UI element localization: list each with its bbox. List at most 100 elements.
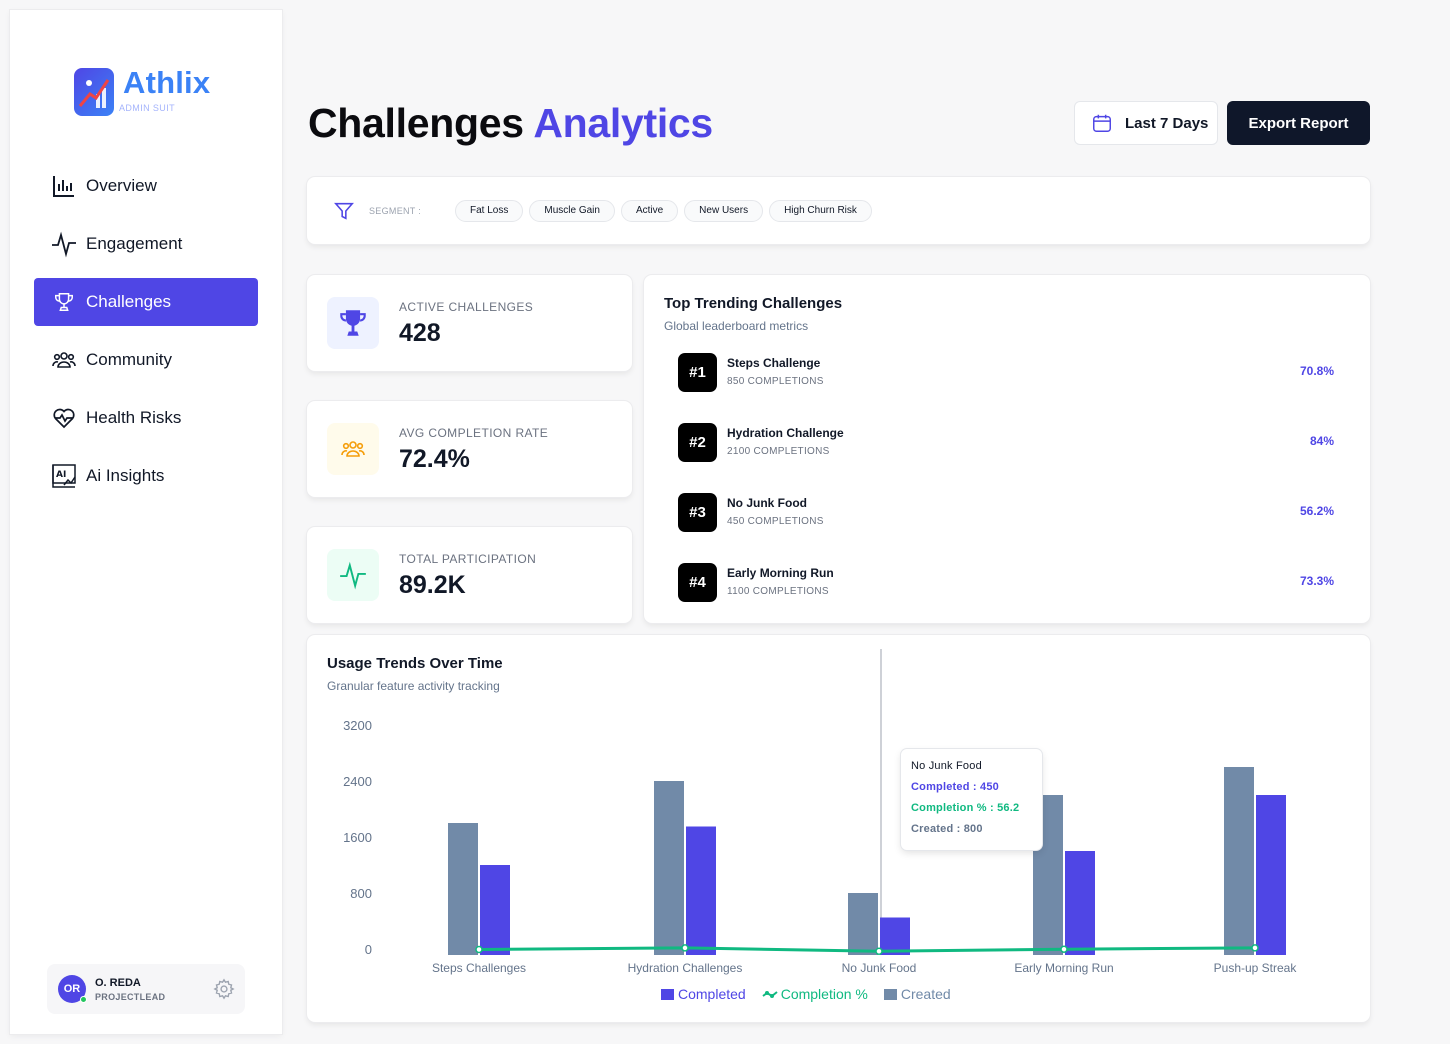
list-item[interactable]: #1 Steps Challenge 850 COMPLETIONS 70.8% [678, 353, 1336, 393]
card-title: Usage Trends Over Time [327, 655, 503, 672]
online-status-dot [80, 996, 87, 1003]
segment-label: SEGMENT : [369, 205, 422, 216]
segment-filter-bar: SEGMENT : Fat Loss Muscle Gain Active Ne… [307, 177, 1370, 244]
list-item[interactable]: #2 Hydration Challenge 2100 COMPLETIONS … [678, 423, 1336, 463]
sidebar-item-health-risks[interactable]: Health Risks [34, 394, 258, 442]
sidebar-item-label: Engagement [86, 234, 183, 253]
chart-tooltip: No Junk Food Completed : 450 Completion … [901, 749, 1042, 850]
sidebar-item-label: Health Risks [86, 408, 182, 427]
legend-label: Created [900, 986, 951, 1002]
rank-badge: #4 [678, 563, 717, 602]
user-role: PROJECTLEAD [95, 991, 166, 1002]
trophy-icon [50, 288, 78, 316]
challenge-name: Early Morning Run [727, 566, 834, 580]
legend-swatch [883, 988, 897, 1000]
sidebar-item-label: Ai Insights [86, 466, 165, 485]
sidebar-item-ai-insights[interactable]: AI Ai Insights [34, 452, 258, 500]
date-range-label: Last 7 Days [1125, 114, 1209, 132]
bar-chart-icon [50, 172, 78, 200]
activity-icon [50, 230, 78, 258]
segment-chip-muscle-gain[interactable]: Muscle Gain [529, 199, 615, 222]
segment-chip-fat-loss[interactable]: Fat Loss [455, 199, 524, 222]
stat-card-total-participation: TOTAL PARTICIPATION 89.2K [307, 527, 632, 623]
challenge-percentage: 56.2% [1299, 504, 1334, 518]
stat-value: 72.4% [399, 445, 470, 473]
avatar: OR [58, 975, 87, 1003]
date-range-button[interactable]: Last 7 Days [1074, 101, 1218, 145]
sidebar-item-label: Overview [86, 176, 157, 195]
card-title: Top Trending Challenges [664, 295, 843, 312]
sidebar-item-overview[interactable]: Overview [34, 162, 258, 210]
users-icon [327, 423, 379, 475]
sidebar-item-label: Challenges [86, 292, 172, 311]
rank-badge: #1 [678, 353, 717, 392]
logo-icon [74, 68, 114, 116]
brand-name: Athlix [123, 65, 211, 100]
challenge-name: No Junk Food [727, 496, 807, 510]
avatar-initials: OR [63, 983, 81, 995]
segment-chip-high-churn-risk[interactable]: High Churn Risk [769, 199, 872, 222]
rank-badge: #2 [678, 423, 717, 462]
gear-icon[interactable] [213, 978, 235, 1005]
list-item[interactable]: #4 Early Morning Run 1100 COMPLETIONS 73… [678, 563, 1336, 603]
legend-item-created[interactable]: Created [883, 986, 951, 1002]
export-report-button[interactable]: Export Report [1227, 101, 1370, 145]
user-profile-card[interactable]: OR O. REDA PROJECTLEAD [47, 964, 245, 1014]
challenge-name: Hydration Challenge [727, 426, 844, 440]
tooltip-completion-pct: Completion % : 56.2 [911, 802, 1020, 814]
card-subtitle: Global leaderboard metrics [664, 319, 809, 333]
svg-text:AI: AI [56, 470, 66, 480]
challenge-completions: 2100 COMPLETIONS [727, 446, 830, 457]
challenge-name: Steps Challenge [727, 356, 821, 370]
legend-label: Completed [678, 986, 746, 1002]
ai-chart-icon: AI [50, 462, 78, 490]
legend-swatch [661, 988, 674, 1000]
user-name: O. REDA [95, 976, 141, 989]
heart-pulse-icon [50, 404, 78, 432]
sidebar-nav: Overview Engagement Challenges Community… [34, 162, 258, 510]
challenge-completions: 1100 COMPLETIONS [727, 586, 829, 597]
segment-chip-active[interactable]: Active [620, 199, 679, 222]
legend-label: Completion % [780, 986, 868, 1002]
sidebar-item-label: Community [86, 350, 172, 369]
card-subtitle: Granular feature activity tracking [327, 679, 500, 693]
challenge-percentage: 73.3% [1299, 574, 1334, 588]
stat-value: 428 [399, 319, 441, 347]
brand-logo[interactable]: Athlix ADMIN SUIT [74, 66, 210, 116]
challenge-percentage: 70.8% [1299, 364, 1334, 378]
segment-chip-new-users[interactable]: New Users [684, 199, 764, 222]
sidebar: Athlix ADMIN SUIT Overview Engagement Ch… [10, 10, 282, 1034]
tooltip-completed: Completed : 450 [911, 781, 999, 793]
challenge-completions: 850 COMPLETIONS [727, 376, 824, 387]
legend-item-completed[interactable]: Completed [661, 986, 746, 1002]
page-title-main: Challenges [308, 100, 524, 146]
legend-item-completion-pct[interactable]: Completion % [762, 986, 868, 1002]
page-title: Challenges Analytics [308, 100, 713, 147]
stat-label: TOTAL PARTICIPATION [399, 552, 537, 566]
challenge-percentage: 84% [1309, 434, 1334, 448]
rank-badge: #3 [678, 493, 717, 532]
stat-value: 89.2K [399, 571, 466, 599]
tooltip-title: No Junk Food [911, 760, 982, 772]
top-trending-card: Top Trending Challenges Global leaderboa… [644, 275, 1370, 623]
calendar-icon [1093, 114, 1111, 132]
tooltip-created: Created : 800 [911, 823, 983, 835]
sidebar-item-challenges[interactable]: Challenges [34, 278, 258, 326]
stat-card-active-challenges: ACTIVE CHALLENGES 428 [307, 275, 632, 371]
sidebar-item-engagement[interactable]: Engagement [34, 220, 258, 268]
stat-card-avg-completion-rate: AVG COMPLETION RATE 72.4% [307, 401, 632, 497]
users-icon [50, 346, 78, 374]
activity-icon [327, 549, 379, 601]
filter-icon[interactable] [333, 200, 355, 222]
stat-label: AVG COMPLETION RATE [399, 426, 549, 440]
chart-legend: Completed Completion % Created [661, 986, 967, 1002]
legend-line-icon [762, 990, 778, 998]
stat-label: ACTIVE CHALLENGES [399, 300, 534, 314]
trophy-icon [327, 297, 379, 349]
page-title-accent: Analytics [533, 100, 713, 146]
challenge-completions: 450 COMPLETIONS [727, 516, 824, 527]
usage-trends-card: Usage Trends Over Time Granular feature … [307, 635, 1370, 1022]
brand-tagline: ADMIN SUIT [119, 103, 176, 113]
list-item[interactable]: #3 No Junk Food 450 COMPLETIONS 56.2% [678, 493, 1336, 533]
sidebar-item-community[interactable]: Community [34, 336, 258, 384]
